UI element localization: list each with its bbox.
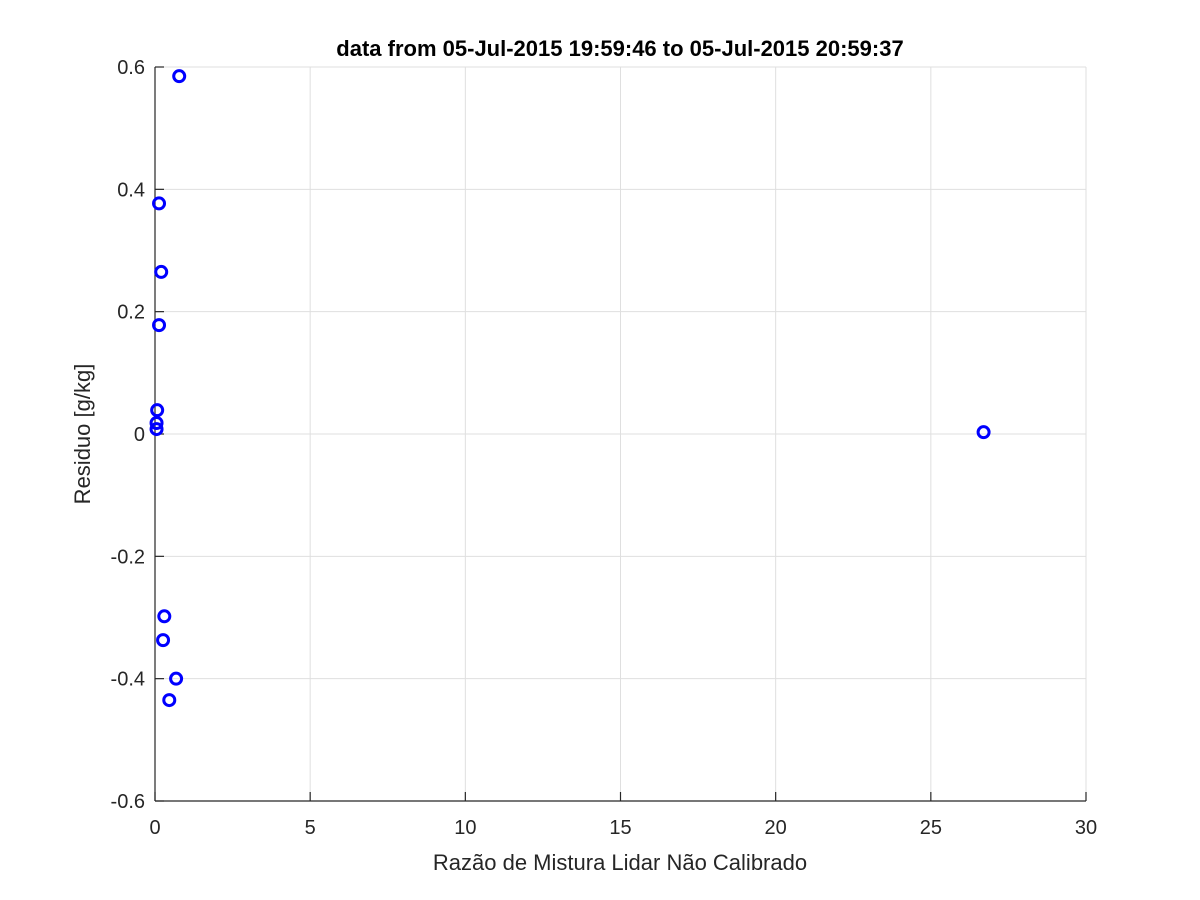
y-tick-label: 0.4 — [117, 179, 145, 201]
y-tick-label: 0 — [134, 424, 145, 446]
data-point — [149, 422, 164, 437]
data-point — [149, 415, 164, 430]
x-tick-label: 20 — [765, 817, 787, 839]
data-points — [149, 69, 991, 708]
x-axis-label: Razão de Mistura Lidar Não Calibrado — [433, 850, 807, 875]
data-point — [156, 633, 171, 648]
y-tick-label: -0.2 — [111, 546, 145, 568]
x-tick-label: 5 — [305, 817, 316, 839]
data-point — [172, 69, 187, 84]
y-tick-label: -0.6 — [111, 791, 145, 813]
y-axis-label: Residuo [g/kg] — [70, 364, 95, 505]
data-point — [162, 693, 177, 708]
chart-title: data from 05-Jul-2015 19:59:46 to 05-Jul… — [336, 36, 903, 61]
data-point — [150, 403, 165, 418]
x-tick-label: 30 — [1075, 817, 1097, 839]
y-axis-ticks: -0.6 -0.4 -0.2 0 0.2 0.4 0.6 — [111, 57, 164, 813]
data-point — [157, 609, 172, 624]
grid — [155, 66, 1087, 801]
x-tick-label: 0 — [149, 817, 160, 839]
y-tick-label: 0.6 — [117, 57, 145, 79]
y-tick-label: -0.4 — [111, 669, 145, 691]
data-point — [154, 264, 169, 279]
x-axis-ticks: 0 5 10 15 20 25 30 — [149, 792, 1097, 839]
x-tick-label: 15 — [609, 817, 631, 839]
data-point — [169, 671, 184, 686]
x-tick-label: 25 — [920, 817, 942, 839]
x-tick-label: 10 — [454, 817, 476, 839]
data-point — [976, 425, 991, 440]
y-tick-label: 0.2 — [117, 302, 145, 324]
data-point — [152, 196, 167, 211]
data-point — [152, 318, 167, 333]
